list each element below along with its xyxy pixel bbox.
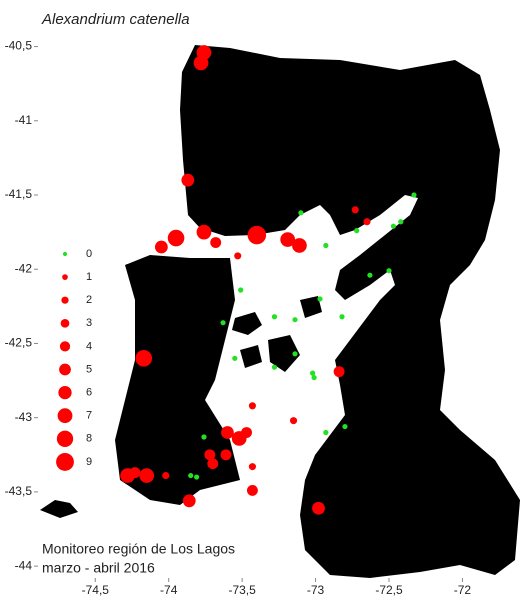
island — [232, 312, 262, 335]
sample-point — [248, 402, 256, 410]
sample-point — [333, 366, 345, 378]
sample-point — [220, 449, 232, 461]
sample-point — [398, 219, 404, 225]
x-tick-label: -74,5 — [82, 583, 110, 597]
sample-point — [386, 268, 392, 274]
sample-point — [241, 427, 252, 438]
sample-point — [363, 218, 371, 226]
sample-point — [234, 252, 242, 260]
legend-symbol — [57, 408, 73, 424]
sample-point — [135, 350, 153, 367]
legend-symbol — [59, 363, 71, 376]
legend-label: 1 — [86, 271, 92, 283]
sample-point — [323, 429, 329, 436]
sample-point — [167, 229, 185, 247]
sample-point — [312, 501, 325, 515]
y-tick-label: -43 — [15, 410, 33, 424]
legend-label: 7 — [86, 410, 92, 422]
legend-label: 2 — [86, 294, 92, 306]
y-tick-label: -41,5 — [5, 187, 33, 201]
y-tick-label: -42 — [15, 261, 33, 275]
sample-point — [139, 468, 155, 483]
sample-point — [232, 355, 238, 361]
island — [268, 335, 300, 372]
legend-symbol — [60, 318, 70, 328]
x-tick-label: -73,5 — [228, 583, 256, 597]
sample-point — [292, 351, 298, 357]
legend-symbol — [56, 452, 74, 471]
sample-point — [310, 370, 316, 376]
sample-point — [196, 224, 212, 240]
island — [240, 345, 262, 368]
sample-point — [280, 232, 296, 247]
sample-point — [207, 458, 219, 470]
sample-point — [354, 228, 360, 234]
sample-point — [289, 417, 298, 425]
sample-point — [246, 484, 258, 496]
y-tick-label: -41 — [15, 113, 33, 127]
sample-point — [204, 449, 216, 461]
legend-symbol — [56, 430, 74, 447]
mainland — [180, 45, 520, 578]
sample-point — [292, 317, 298, 323]
legend-symbol — [62, 251, 68, 257]
sample-point — [210, 237, 222, 248]
sample-point — [317, 296, 323, 302]
legend-symbol — [58, 385, 72, 400]
sample-point — [220, 320, 226, 326]
guafo-island — [40, 500, 78, 518]
sample-point — [323, 242, 329, 249]
legend-label: 8 — [86, 433, 92, 445]
sample-point — [271, 314, 278, 320]
land — [40, 45, 520, 578]
x-tick-label: -74 — [160, 583, 178, 597]
legend-symbol — [62, 274, 68, 280]
y-tick-label: -43,5 — [5, 484, 33, 498]
sample-point — [411, 192, 417, 198]
x-tick-label: -72,5 — [375, 583, 403, 597]
legend-symbol — [61, 296, 69, 304]
sample-point — [367, 272, 373, 278]
sample-point — [339, 314, 345, 320]
x-tick-label: -72 — [454, 583, 472, 597]
sample-point — [271, 364, 278, 370]
sample-point — [238, 287, 244, 293]
legend-label: 4 — [86, 340, 92, 352]
y-tick-label: -40,5 — [5, 39, 33, 53]
sample-point — [342, 423, 348, 430]
sample-point — [351, 206, 359, 214]
y-tick-label: -44 — [15, 558, 33, 572]
sample-point — [162, 472, 170, 480]
sample-point — [201, 434, 207, 440]
sample-point — [248, 463, 256, 471]
sample-point — [129, 467, 141, 479]
sample-point — [194, 474, 200, 480]
y-tick-label: -42,5 — [5, 336, 33, 350]
island — [300, 296, 322, 318]
legend-label: 5 — [86, 363, 92, 375]
legend-label: 9 — [86, 456, 92, 468]
map-title: Alexandrium catenella — [41, 11, 190, 28]
annotation: Monitoreo región de Los Lagos — [42, 541, 235, 557]
sample-point — [193, 55, 209, 71]
x-tick-label: -73 — [307, 583, 325, 597]
legend-symbol — [59, 341, 71, 352]
chiloe-island — [115, 255, 240, 505]
sample-point — [182, 494, 196, 508]
sample-point — [181, 173, 195, 187]
sample-point — [188, 472, 194, 479]
sample-point — [311, 374, 317, 381]
legend-label: 0 — [86, 248, 92, 260]
sample-point — [292, 238, 307, 253]
legend-label: 6 — [86, 387, 92, 399]
sample-point — [247, 225, 267, 245]
sample-point — [221, 426, 234, 439]
sample-point — [154, 240, 168, 254]
legend-label: 3 — [86, 317, 92, 329]
annotation: marzo - abril 2016 — [42, 560, 155, 576]
sample-point — [298, 210, 304, 216]
sample-point — [390, 223, 397, 229]
